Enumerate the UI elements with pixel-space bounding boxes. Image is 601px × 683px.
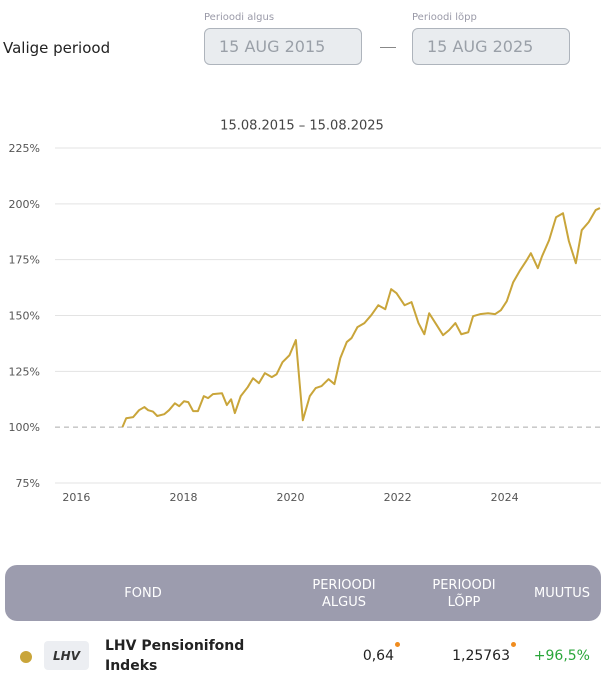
y-tick-label: 75% (16, 477, 40, 490)
fund-name[interactable]: LHV Pensionifond Indeks (105, 638, 245, 674)
y-tick-label: 125% (9, 365, 40, 378)
chart: 15.08.2015 – 15.08.2025 75% 100% 125% 150% 1… (9, 119, 601, 504)
chart-title: 15.08.2015 – 15.08.2025 (220, 119, 384, 134)
x-tick-label: 2018 (169, 491, 197, 504)
y-tick-label: 100% (9, 421, 40, 434)
table-header (5, 565, 601, 621)
end-value: 1,25763 (452, 648, 510, 664)
end-input[interactable]: 15 AUG 2025 (412, 28, 570, 65)
y-tick-label: 150% (9, 310, 40, 323)
start-value: 0,64 (362, 648, 394, 664)
info-dot (395, 642, 400, 647)
header-start: PERIOODI ALGUS (312, 578, 376, 610)
start-label: Perioodi algus (204, 12, 275, 23)
y-tick-label: 225% (9, 142, 40, 155)
header-fond: FOND (124, 586, 162, 601)
x-tick-label: 2022 (384, 491, 412, 504)
start-input[interactable]: 15 AUG 2015 (204, 28, 362, 65)
x-tick-label: 2020 (277, 491, 305, 504)
header-end: PERIOODI LÕPP (432, 578, 496, 610)
header-change: MUUTUS (534, 586, 590, 601)
y-tick-label: 200% (9, 198, 40, 211)
y-tick-label: 175% (9, 254, 40, 267)
change-value: +96,5% (533, 648, 590, 664)
period-label: Valige periood (3, 39, 111, 57)
series-dot (20, 651, 32, 663)
x-tick-label: 2024 (491, 491, 519, 504)
series-line (121, 207, 601, 428)
fund-logo: LHV (44, 641, 89, 670)
end-label: Perioodi lõpp (412, 12, 477, 23)
x-tick-label: 2016 (62, 491, 90, 504)
dash (380, 47, 396, 48)
info-dot (511, 642, 516, 647)
